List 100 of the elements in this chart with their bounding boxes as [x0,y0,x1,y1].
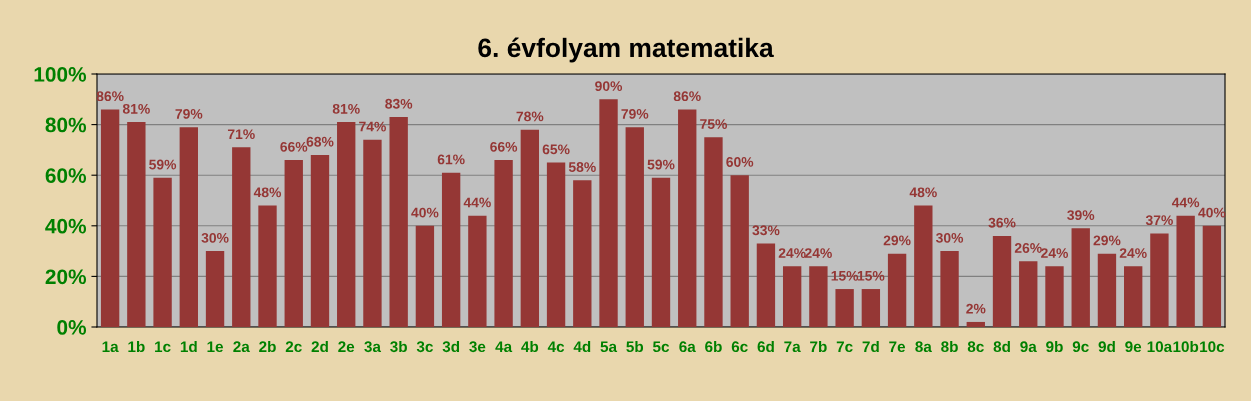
data-label: 2% [966,303,986,314]
bar [494,160,513,327]
bar [573,180,592,327]
y-tick-label: 40% [45,218,87,234]
x-tick-label: 4c [547,341,565,353]
data-label: 60% [726,157,754,167]
bar [782,266,802,327]
x-tick-label: 10b [1173,340,1199,353]
chart-title: 6. évfolyam matematika [478,37,774,63]
data-label: 58% [568,162,596,172]
bar [284,160,303,327]
data-label: 48% [253,187,282,198]
x-tick-label: 9e [1125,341,1142,353]
data-label: 48% [909,187,937,198]
bar [520,129,540,327]
x-tick-label: 7e [889,341,906,353]
x-tick-label: 1a [102,341,119,353]
data-label: 30% [201,232,229,243]
data-label: 29% [883,235,911,246]
data-label: 79% [621,108,649,119]
data-label: 81% [332,103,360,114]
x-tick-label: 2a [233,341,250,353]
x-tick-label: 6a [679,341,696,353]
bar [835,289,854,327]
bar [625,127,644,327]
bar [1097,253,1117,327]
bar [363,139,382,327]
data-label: 26% [1014,243,1042,253]
x-tick-label: 7a [784,341,801,353]
x-tick-label: 3c [416,341,433,353]
data-label: 24% [778,248,806,258]
x-tick-label: 8b [941,340,958,353]
x-tick-label: 10a [1147,341,1173,353]
data-label: 24% [1119,248,1147,258]
bar [468,215,487,327]
data-label: 68% [306,136,334,147]
data-label: 37% [1145,215,1173,226]
data-label: 79% [175,108,203,119]
data-label: 36% [988,217,1016,228]
x-tick-label: 3e [469,341,486,353]
bar [861,289,881,327]
data-label: 44% [1171,197,1200,208]
data-label: 39% [1067,210,1095,221]
bar [730,175,749,327]
data-label: 78% [516,111,544,122]
data-label: 66% [280,141,308,152]
x-tick-label: 9a [1020,341,1037,353]
data-label: 81% [122,103,150,114]
data-label: 24% [804,248,832,258]
bar [809,266,828,327]
y-tick-label: 20% [45,269,87,285]
data-label: 30% [935,232,964,243]
data-label: 90% [595,81,623,91]
bar [441,172,461,327]
data-label: 24% [1041,248,1069,258]
x-tick-label: 4b [521,340,539,353]
bar [153,177,172,327]
x-tick-label: 9d [1098,340,1115,353]
y-tick-label: 80% [45,117,87,133]
bar [232,147,251,327]
data-label: 15% [857,270,885,281]
x-tick-label: 10c [1200,341,1225,353]
x-tick-label: 2e [338,341,355,353]
data-label: 65% [542,144,570,155]
bar [651,177,671,327]
bar [179,127,198,327]
bar [1202,225,1222,327]
x-tick-label: 3d [442,340,460,353]
bar [127,122,146,327]
x-tick-label: 3a [364,341,382,353]
bar [337,122,356,327]
bar [704,137,723,327]
bar [1176,215,1195,327]
bar [1150,233,1169,327]
bar [887,253,907,327]
x-tick-label: 8d [993,340,1010,353]
bar [205,251,225,327]
data-label: 74% [359,121,386,132]
data-label: 40% [411,207,439,218]
x-tick-label: 9b [1046,340,1063,353]
bar [310,154,330,327]
bar [389,117,408,327]
y-tick-label: 60% [45,168,87,183]
data-label: 86% [673,91,701,102]
x-tick-label: 2b [259,340,276,353]
x-tick-label: 5a [600,341,618,353]
data-label: 83% [385,98,413,109]
x-tick-label: 7c [836,341,853,353]
bar [914,205,933,327]
x-tick-label: 4a [495,341,513,353]
x-tick-label: 1b [128,340,145,353]
x-tick-label: 5c [652,341,670,353]
x-tick-label: 6c [731,341,748,353]
x-tick-label: 2d [311,340,328,353]
data-label: 66% [490,141,518,152]
x-tick-label: 5b [626,340,644,353]
data-label: 61% [437,154,465,165]
data-label: 59% [647,159,675,170]
x-tick-label: 8c [967,341,984,353]
bar [940,251,959,327]
